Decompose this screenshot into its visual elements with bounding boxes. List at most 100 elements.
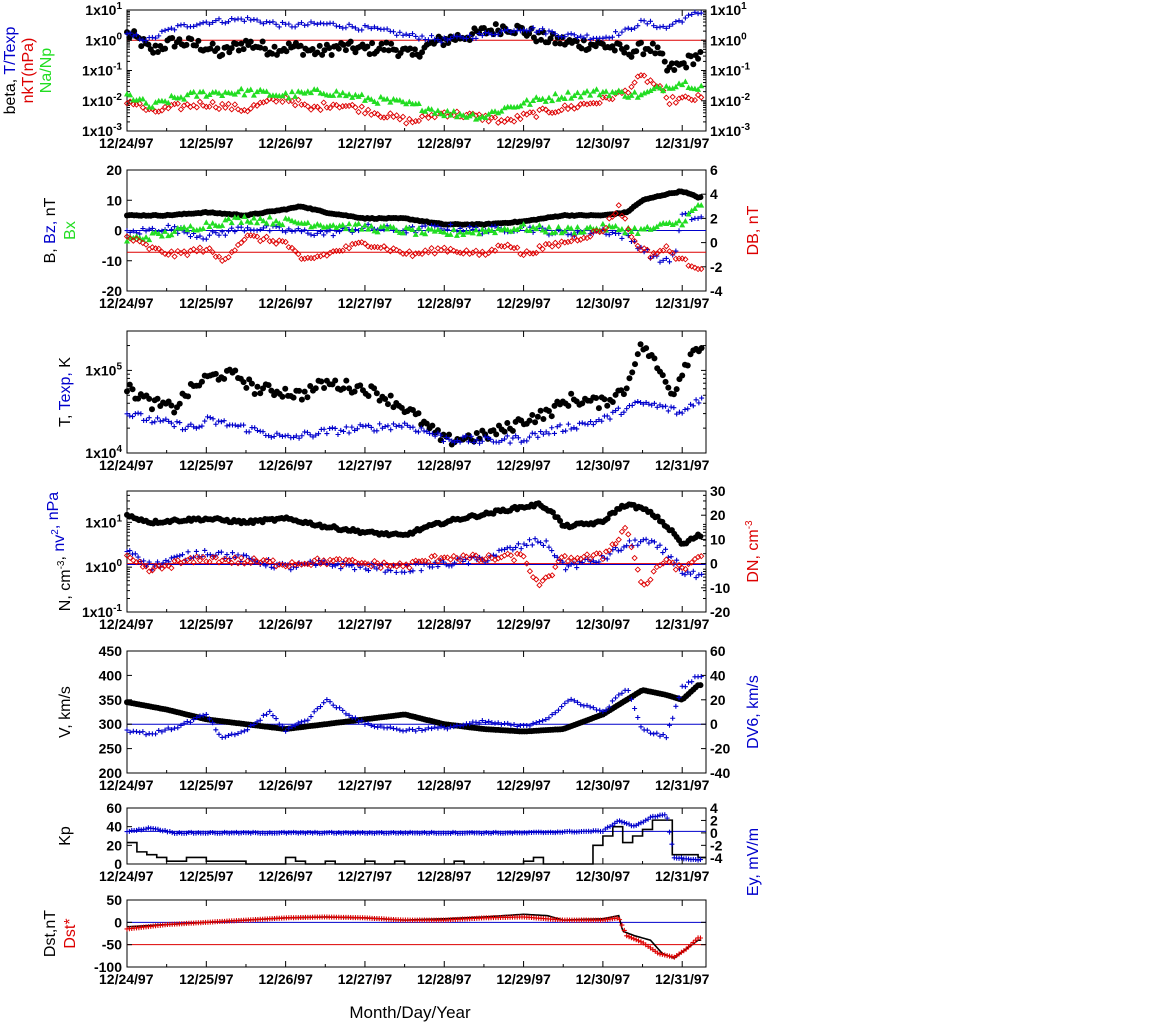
data-point [465,561,471,567]
data-point [267,228,273,234]
data-point [647,576,654,583]
data-point [625,688,631,694]
data-point [171,424,177,430]
data-point [446,431,453,438]
series-dot [124,188,704,228]
right-axis-label: Ey, mV/m [745,828,762,896]
data-point [385,567,391,573]
data-point [152,229,159,235]
data-point [212,253,219,260]
data-point [583,101,591,108]
data-point [203,236,209,242]
data-point [434,245,442,252]
data-point [393,246,400,254]
data-point [422,230,429,237]
data-point [124,228,130,234]
data-point [600,828,606,834]
right-tick-label: -10 [710,580,730,596]
data-point [571,425,577,431]
data-point [365,24,371,30]
data-point [425,558,432,566]
data-point [184,91,191,98]
data-point [130,414,136,420]
data-point [638,400,644,406]
data-point [657,733,663,739]
data-point [568,561,574,567]
data-point [229,225,235,231]
data-point [597,707,603,713]
data-point [536,719,542,725]
data-point [333,88,340,94]
data-point [552,40,559,47]
data-point [552,553,558,559]
data-point [647,77,654,84]
data-point [575,34,581,40]
data-point [136,234,143,241]
data-point [336,556,343,563]
data-point [364,106,372,113]
data-point [285,94,292,101]
data-point [143,732,149,738]
data-point [463,114,470,120]
data-point [127,235,134,242]
data-point [637,578,645,586]
data-point [507,116,515,123]
data-point [552,31,558,37]
x-date-label: 12/30/97 [576,868,631,884]
data-point [423,420,430,427]
data-point [196,557,204,564]
data-point [632,705,638,711]
data-point [124,31,130,37]
data-point [672,83,679,90]
data-point [644,580,651,587]
data-point [495,109,502,116]
data-point [663,255,669,261]
data-point [624,933,630,939]
data-point [491,247,499,254]
data-point [307,829,313,835]
data-point [609,213,616,220]
data-point [231,101,239,108]
data-point [326,556,334,563]
data-point [618,547,624,553]
data-point [693,575,699,581]
data-point [143,417,149,423]
data-point [517,28,523,34]
data-point [358,103,365,110]
data-point [635,399,641,405]
data-point [445,39,452,46]
data-point [662,812,668,818]
plot-frame [126,899,707,968]
data-point [308,89,315,96]
x-date-label: 12/31/97 [655,457,710,473]
data-point [368,222,375,229]
data-point [495,119,502,126]
data-point [210,229,216,235]
data-point [387,392,394,399]
data-point [298,561,305,568]
data-point [327,227,333,233]
data-point [676,18,682,24]
data-point [207,552,213,558]
data-point [263,220,270,226]
data-point [405,830,411,836]
data-point [191,23,197,29]
data-point [698,553,705,560]
data-point [231,247,239,254]
data-point [158,233,165,239]
data-point [656,85,663,91]
data-point [285,432,291,438]
series-plus [124,9,704,45]
data-point [399,113,407,120]
data-point [129,386,136,393]
data-point [136,826,142,832]
data-point [517,115,524,123]
data-point [457,110,464,117]
data-point [552,229,559,235]
data-point [488,554,495,562]
data-point [226,830,232,836]
data-point [154,395,161,402]
data-point [558,238,565,245]
data-point [168,420,174,426]
data-point [467,32,473,38]
